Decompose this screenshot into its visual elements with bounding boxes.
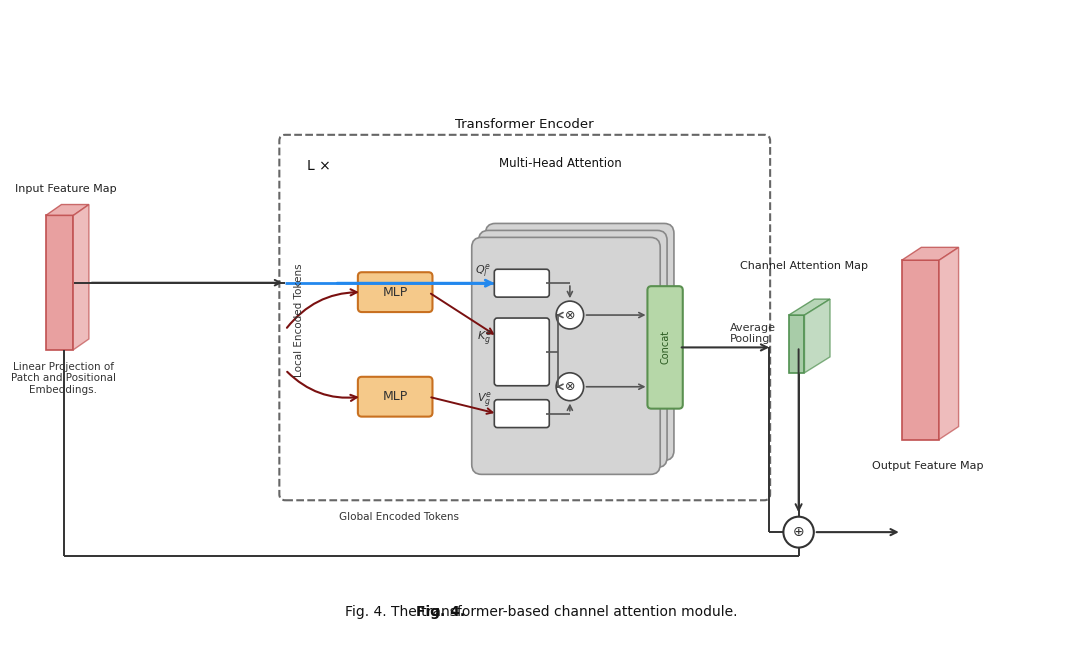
FancyBboxPatch shape [495, 400, 549, 428]
FancyBboxPatch shape [479, 231, 667, 468]
FancyBboxPatch shape [495, 318, 549, 386]
Text: Global Encoded Tokens: Global Encoded Tokens [339, 512, 459, 522]
FancyBboxPatch shape [485, 223, 674, 460]
FancyBboxPatch shape [495, 269, 549, 297]
Text: Channel Attention Map: Channel Attention Map [741, 261, 869, 271]
Circle shape [556, 301, 583, 329]
FancyBboxPatch shape [358, 377, 433, 417]
Text: $\oplus$: $\oplus$ [792, 525, 805, 539]
Polygon shape [789, 299, 830, 315]
Text: $V_g^e$: $V_g^e$ [477, 390, 491, 409]
Polygon shape [74, 204, 88, 350]
Polygon shape [805, 299, 830, 373]
Text: L ×: L × [307, 159, 330, 173]
Polygon shape [902, 260, 939, 440]
Text: $\otimes$: $\otimes$ [564, 309, 576, 322]
Text: Linear Projection of
Patch and Positional
Embeddings.: Linear Projection of Patch and Positiona… [11, 362, 116, 395]
FancyBboxPatch shape [472, 237, 660, 474]
Text: Output Feature Map: Output Feature Map [872, 461, 984, 472]
Circle shape [784, 517, 813, 548]
Text: Transformer Encoder: Transformer Encoder [455, 118, 594, 131]
Circle shape [556, 373, 583, 401]
FancyBboxPatch shape [647, 286, 683, 409]
Text: Multi-Head Attention: Multi-Head Attention [499, 157, 621, 170]
Text: Fig. 4. The transformer-based channel attention module.: Fig. 4. The transformer-based channel at… [345, 605, 738, 619]
Text: $K_g^e$: $K_g^e$ [477, 328, 491, 348]
FancyBboxPatch shape [358, 272, 433, 312]
Polygon shape [939, 248, 958, 440]
Text: Fig. 4.: Fig. 4. [416, 605, 465, 619]
Text: Input Feature Map: Input Feature Map [15, 183, 116, 194]
Text: $\otimes$: $\otimes$ [564, 381, 576, 393]
Polygon shape [46, 215, 74, 350]
Text: MLP: MLP [383, 286, 408, 299]
Text: MLP: MLP [383, 390, 408, 403]
Polygon shape [46, 204, 88, 215]
Polygon shape [789, 315, 805, 373]
Text: Average
Pooling: Average Pooling [730, 323, 776, 345]
Text: $Q_l^e$: $Q_l^e$ [475, 262, 491, 279]
Polygon shape [902, 248, 958, 260]
Text: Concat: Concat [660, 330, 671, 364]
Text: Local Encoded Tokens: Local Encoded Tokens [294, 263, 304, 377]
